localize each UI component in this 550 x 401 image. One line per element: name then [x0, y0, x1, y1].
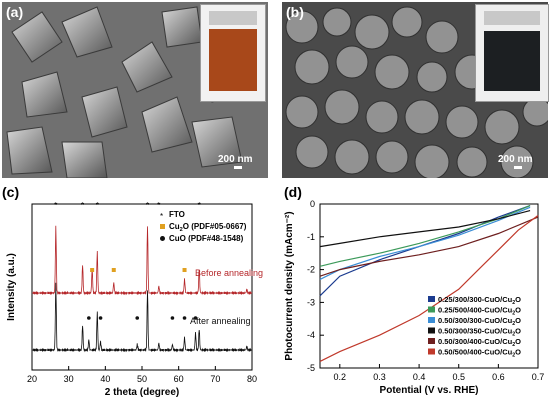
legend-swatch-d: [428, 348, 435, 355]
legend-label-d: 0.50/300/400-CuO/Cu2O: [438, 337, 521, 348]
xrd-after-line: [32, 282, 253, 353]
cuo-peak-marker: [193, 316, 198, 320]
cu2o-peak-marker: [111, 268, 116, 272]
xrd-before-line: [32, 225, 253, 296]
scale-label-b: 200 nm: [498, 154, 533, 165]
legend-marker-cuo: [160, 236, 165, 241]
x-tick-label-d: 0.5: [452, 372, 465, 382]
legend-marker-cu2o: [160, 224, 165, 229]
legend-swatch-d: [428, 338, 435, 344]
xrd-chart: 20 30 40 50 60 70 80 2 theta (degree) Intensity …: [6, 201, 263, 398]
cuo-peak-marker: [135, 316, 140, 320]
legend-label-d: 0.50/300/300-CuO/Cu2O: [438, 316, 521, 327]
y-axis-label-c: Intensity (a.u.): [6, 253, 17, 321]
photo-film-b: [484, 31, 540, 91]
series-line-3: [319, 210, 531, 248]
legend-label-c: Cu2O (PDF#05-0667): [169, 222, 247, 233]
legend-swatch-d: [428, 296, 435, 302]
series-line-1: [319, 205, 531, 267]
legend-label-d: 0.50/500/400-CuO/Cu2O: [438, 348, 521, 359]
x-tick-label-c: 70: [210, 374, 220, 384]
panel-label-c: (c): [2, 184, 20, 200]
y-tick-label-d: -3: [307, 297, 315, 307]
legend-marker-fto: *: [160, 212, 163, 221]
photocurrent-chart: 0.2 0.3 0.4 0.5 0.6 0.7 0 -1 -2 -3 -4 -5 Potential (…: [284, 199, 545, 396]
x-tick-label-d: 0.3: [373, 372, 386, 382]
photo-fto-strip-b: [484, 11, 540, 25]
legend-swatch-d: [428, 306, 435, 313]
fto-peak-marker: *: [157, 201, 160, 210]
photo-fto-strip-a: [209, 11, 257, 25]
panel-label-d: (d): [284, 184, 302, 200]
x-tick-label-d: 0.7: [532, 372, 545, 382]
x-tick-label-c: 40: [100, 374, 110, 384]
cuo-peak-marker: [87, 316, 91, 320]
scale-bar-b: [514, 166, 522, 169]
annotation-before: Before annealing: [195, 268, 263, 278]
x-axis-label-c: 2 theta (degree): [105, 387, 179, 398]
photo-film-a: [209, 29, 257, 91]
y-tick-label-d: -1: [307, 232, 315, 242]
y-tick-label-d: -2: [307, 265, 315, 275]
inset-photo-b: [475, 4, 549, 102]
y-tick-label-d: -4: [307, 330, 315, 340]
x-tick-label-d: 0.2: [334, 372, 347, 382]
cuo-peak-marker: [182, 316, 187, 320]
cuo-peak-marker: [170, 316, 175, 320]
plot-frame-d: [319, 203, 539, 369]
legend-label-c: CuO (PDF#48-1548): [169, 234, 244, 243]
inset-photo-a: [200, 4, 266, 102]
panel-label-b: (b): [286, 4, 304, 20]
panel-label-a: (a): [6, 4, 24, 20]
y-tick-label-d: 0: [310, 199, 315, 209]
x-tick-label-d: 0.6: [492, 372, 505, 382]
legend-label-d: 0.50/300/350-CuO/Cu2O: [438, 327, 521, 338]
y-tick-label-d: -5: [307, 363, 315, 373]
fto-peak-marker: *: [96, 201, 99, 210]
series-line-5: [319, 215, 539, 362]
fto-peak-marker: *: [81, 201, 84, 210]
x-tick-label-c: 20: [27, 374, 37, 384]
fto-peak-marker: *: [54, 201, 57, 210]
cu2o-peak-marker: [90, 268, 95, 272]
legend-label-d: 0.25/500/400-CuO/Cu2O: [438, 306, 521, 317]
annotation-after: After annealing: [190, 316, 251, 326]
legend-label-c: FTO: [169, 210, 185, 219]
cu2o-peak-marker: [182, 268, 187, 272]
x-tick-label-c: 50: [137, 374, 147, 384]
x-tick-label-c: 80: [247, 374, 257, 384]
series-line-4: [319, 216, 539, 277]
fto-peak-marker: *: [146, 201, 149, 210]
x-axis-label-d: Potential (V vs. RHE): [380, 385, 479, 396]
legend-swatch-d: [428, 317, 435, 323]
scale-label-a: 200 nm: [218, 154, 253, 165]
legend-swatch-d: [428, 327, 435, 334]
x-tick-label-d: 0.4: [413, 372, 426, 382]
x-tick-label-c: 60: [174, 374, 184, 384]
legend-label-d: 0.25/300/300-CuO/Cu2O: [438, 295, 521, 306]
y-axis-label-d: Photocurrent density (mAcm⁻²): [284, 211, 295, 360]
cuo-peak-marker: [98, 316, 103, 320]
x-tick-label-c: 30: [64, 374, 74, 384]
fto-peak-marker: *: [198, 201, 201, 210]
scale-bar-a: [234, 166, 242, 169]
